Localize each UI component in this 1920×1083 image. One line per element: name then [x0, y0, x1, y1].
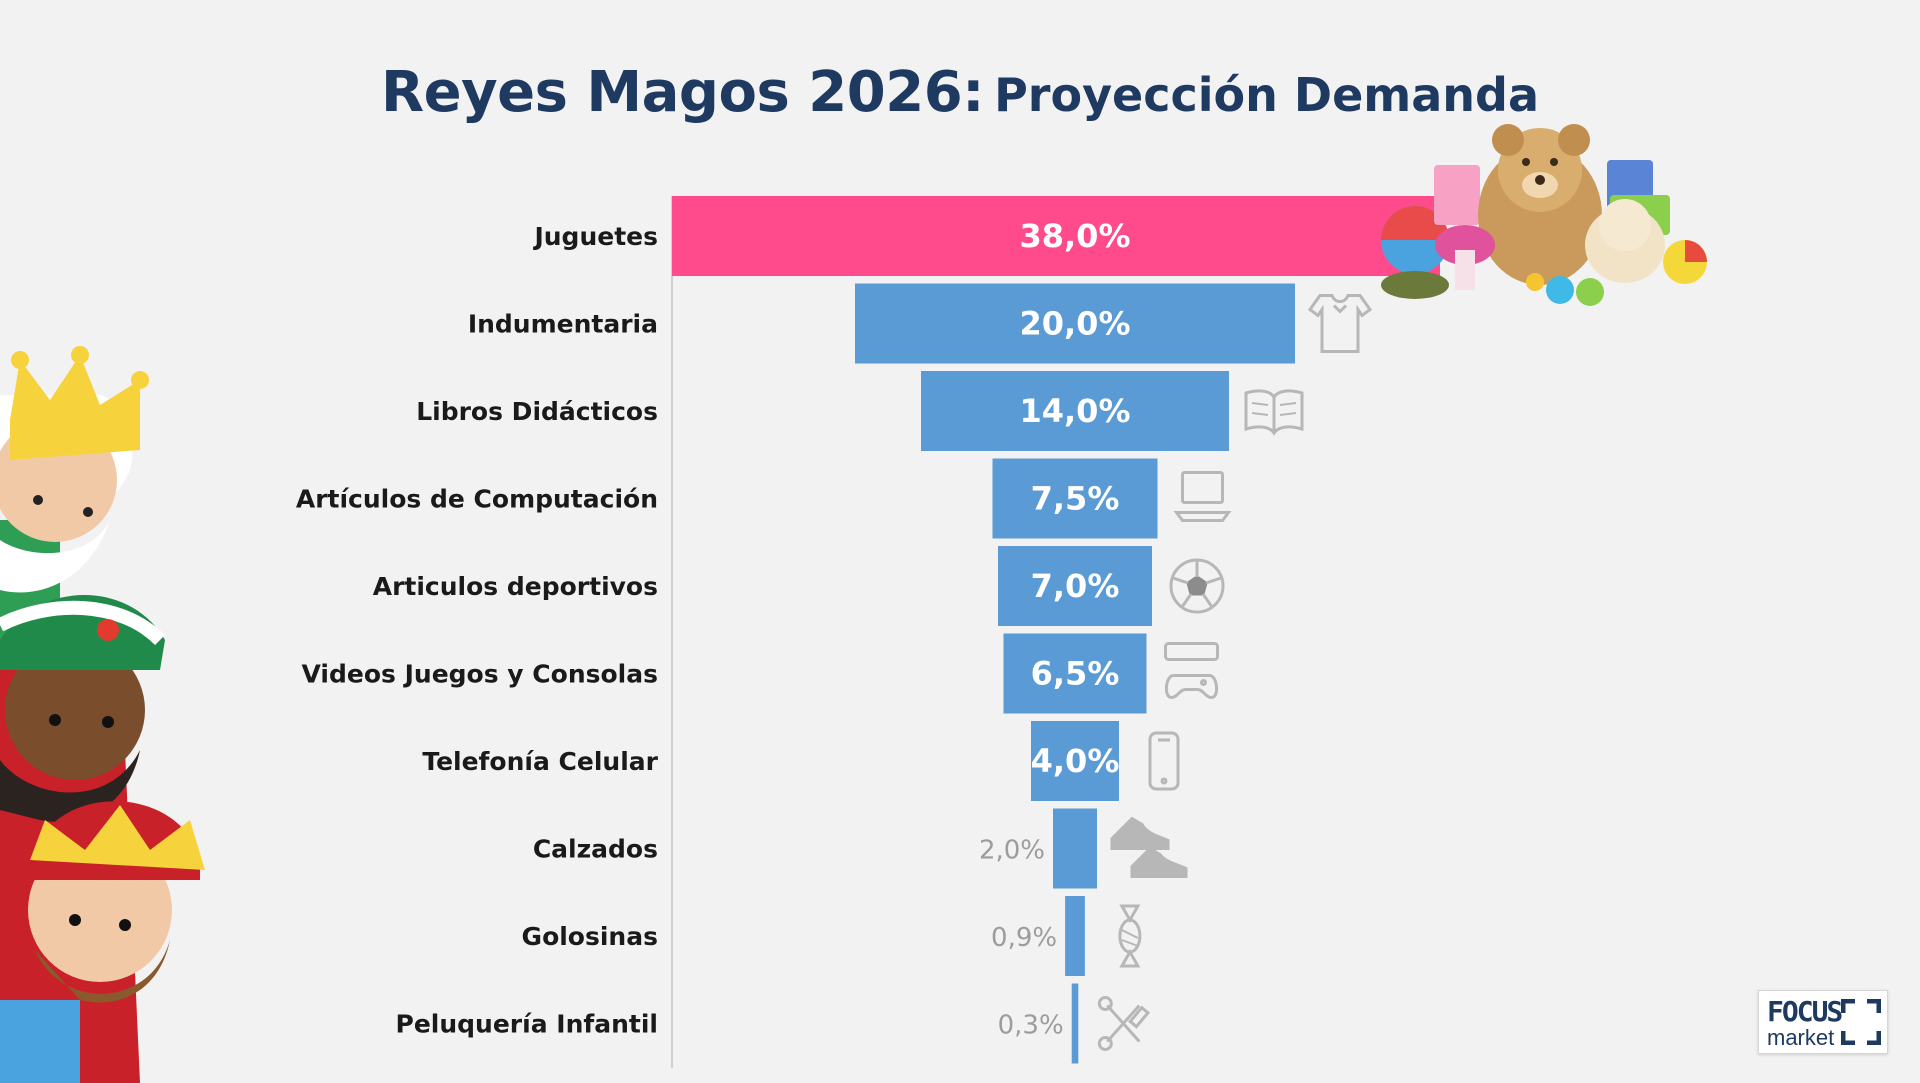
- bar-9: [1071, 983, 1079, 1064]
- category-label: Calzados: [533, 835, 658, 864]
- hairdresser-icon: [1097, 996, 1151, 1051]
- shirt-icon: [1307, 294, 1373, 353]
- category-label: Telefonía Celular: [422, 747, 658, 776]
- value-label: 0,9%: [991, 923, 1057, 953]
- bar-0: [672, 196, 1440, 276]
- logo-word-market: market: [1767, 1025, 1835, 1050]
- bar-3: [992, 458, 1158, 539]
- value-label: 14,0%: [1019, 392, 1130, 430]
- bar-5: [1003, 633, 1147, 714]
- shoes-icon: [1110, 816, 1188, 878]
- category-label: Articulos deportivos: [373, 572, 658, 601]
- value-label: 20,0%: [1019, 305, 1130, 343]
- value-label: 7,5%: [1031, 480, 1120, 518]
- chart-title: Reyes Magos 2026: Proyección Demanda: [0, 60, 1920, 125]
- category-label: Golosinas: [522, 922, 658, 951]
- phone-icon: [1148, 731, 1180, 791]
- value-label: 6,5%: [1031, 655, 1120, 693]
- bar-7: [1053, 808, 1097, 889]
- category-label: Artículos de Computación: [296, 485, 658, 514]
- title-main: Reyes Magos 2026:: [380, 60, 985, 125]
- toys-icon: [1381, 124, 1707, 306]
- value-label: 2,0%: [979, 836, 1045, 866]
- value-label: 4,0%: [1031, 742, 1120, 780]
- logo-word-focus: FOCUS: [1767, 995, 1843, 1028]
- category-label: Juguetes: [532, 222, 658, 251]
- book-icon: [1244, 389, 1304, 436]
- focus-market-logo: FOCUS market: [1758, 990, 1888, 1054]
- value-label: 38,0%: [1019, 217, 1130, 255]
- bar-1: [855, 283, 1295, 364]
- candy-icon: [1118, 904, 1142, 968]
- category-label: Videos Juegos y Consolas: [302, 660, 659, 689]
- bar-4: [998, 546, 1152, 626]
- bar-6: [1031, 721, 1119, 801]
- value-label: 0,3%: [998, 1011, 1064, 1041]
- console-icon: [1164, 642, 1219, 700]
- bar-8: [1065, 896, 1085, 976]
- category-label: Libros Didácticos: [416, 397, 658, 426]
- title-sub: Proyección Demanda: [994, 68, 1539, 122]
- bar-2: [921, 371, 1229, 451]
- value-label: 7,0%: [1031, 567, 1120, 605]
- soccer-ball-icon: [1169, 558, 1225, 614]
- category-label: Indumentaria: [468, 310, 658, 339]
- three-kings-illustration: [0, 346, 205, 1083]
- category-label: Peluquería Infantil: [396, 1010, 659, 1039]
- computer-icon: [1173, 471, 1232, 522]
- logo-frame-icon: [1841, 999, 1881, 1045]
